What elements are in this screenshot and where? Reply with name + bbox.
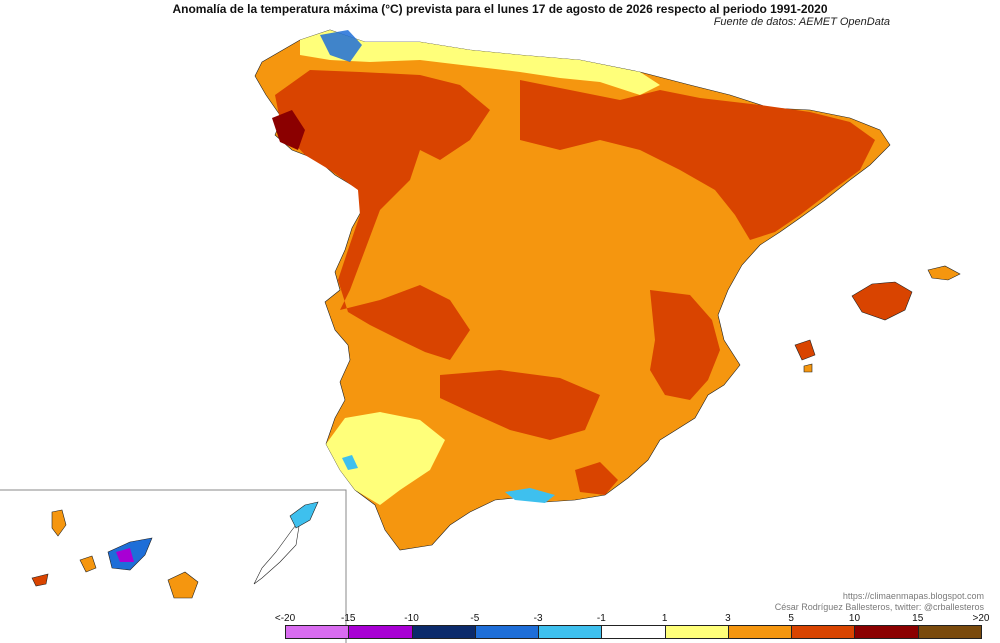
map-title: Anomalía de la temperatura máxima (°C) p… bbox=[172, 2, 828, 16]
legend-tick-label: -3 bbox=[533, 613, 543, 624]
author-credit: César Rodríguez Ballesteros, twitter: @c… bbox=[774, 602, 984, 612]
lanzarote bbox=[289, 501, 319, 529]
legend-swatch bbox=[285, 625, 350, 639]
strait-cool-zone bbox=[505, 488, 555, 503]
canary-inset-frame bbox=[0, 489, 347, 643]
almeria-warm-zone bbox=[575, 462, 618, 495]
legend-tick-label: -5 bbox=[470, 613, 480, 624]
southwest-mild-zone bbox=[326, 412, 445, 505]
legend-tick-label: 10 bbox=[848, 613, 861, 624]
blog-credit: https://climaenmapas.blogspot.com bbox=[842, 591, 984, 601]
guadalquivir-warm-zone bbox=[440, 370, 600, 440]
color-legend: <-20 -15 -10 -5 -3 -1 1 3 5 10 15 >20 bbox=[275, 613, 989, 641]
legend-tick-label: 5 bbox=[788, 613, 794, 624]
fuerteventura bbox=[253, 518, 301, 585]
legend-swatch bbox=[411, 625, 476, 639]
tenerife-teide bbox=[116, 548, 134, 562]
legend-tick-label: -15 bbox=[341, 613, 356, 624]
ibiza bbox=[794, 339, 816, 361]
legend-swatch bbox=[727, 625, 793, 639]
cantabrian-mild-zone bbox=[300, 30, 660, 95]
galicia-coast-cold bbox=[320, 30, 362, 62]
legend-tick-label: >20 bbox=[972, 613, 990, 624]
legend-tick-label: 15 bbox=[912, 613, 924, 624]
legend-swatch bbox=[854, 625, 919, 639]
legend-tick-label: <-20 bbox=[274, 613, 296, 624]
northeast-warm-zone bbox=[520, 80, 875, 240]
el-hierro bbox=[31, 573, 49, 587]
legend-swatch bbox=[601, 625, 666, 639]
legend-swatch bbox=[917, 625, 982, 639]
la-palma bbox=[51, 509, 67, 537]
data-source: Fuente de datos: AEMET OpenData bbox=[713, 16, 890, 28]
la-gomera bbox=[79, 555, 97, 573]
legend-swatch bbox=[664, 625, 729, 639]
cadiz-cool-zone bbox=[342, 455, 358, 470]
mallorca bbox=[851, 281, 913, 321]
legend-swatch bbox=[348, 625, 413, 639]
formentera bbox=[803, 363, 813, 373]
galicia-hot-spot bbox=[272, 110, 305, 150]
southeast-warm-zone bbox=[650, 290, 720, 400]
legend-swatch bbox=[474, 625, 540, 639]
legend-tick-label: 3 bbox=[725, 613, 731, 624]
legend-tick-label: 1 bbox=[661, 613, 668, 624]
northwest-warm-zone bbox=[275, 70, 490, 360]
legend-tick-label: -1 bbox=[596, 613, 606, 624]
legend-swatch bbox=[791, 625, 856, 639]
gran-canaria bbox=[167, 571, 199, 599]
legend-tick-label: -10 bbox=[404, 613, 419, 624]
menorca bbox=[927, 265, 961, 281]
legend-swatch bbox=[538, 625, 603, 639]
